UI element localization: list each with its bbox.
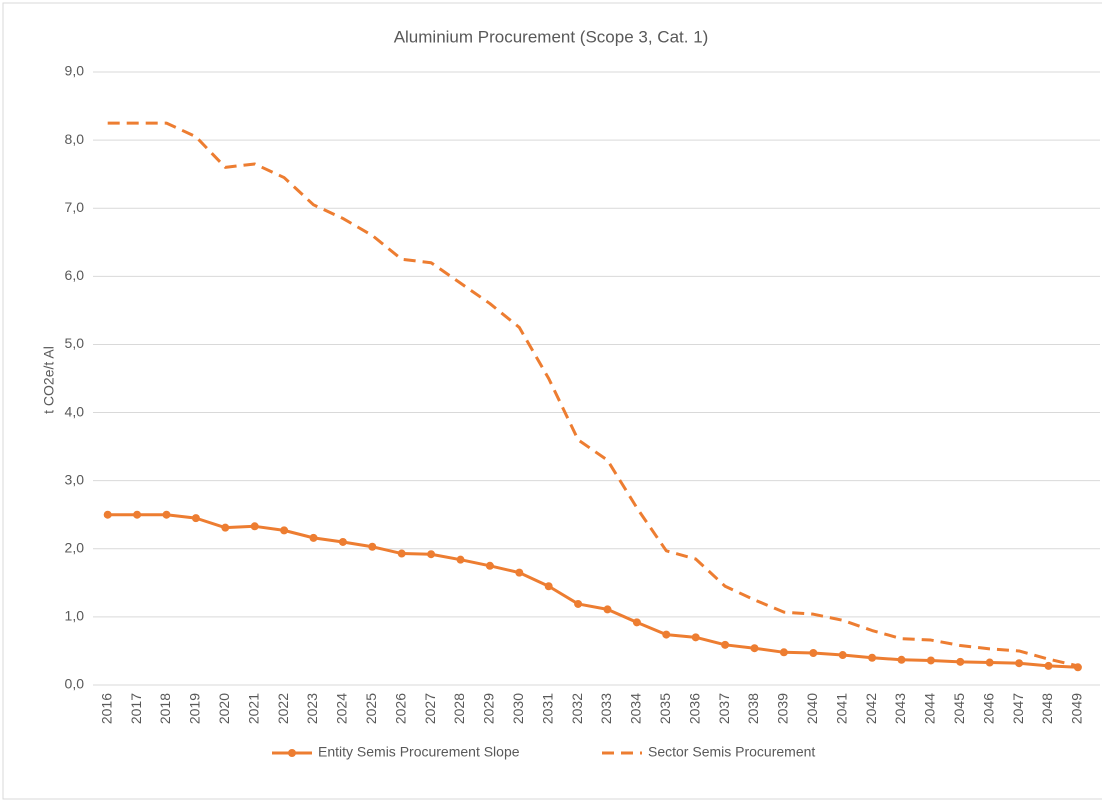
x-tick-label: 2046 — [980, 693, 996, 724]
point — [544, 582, 553, 591]
x-tick-label: 2039 — [775, 693, 791, 724]
point — [838, 651, 847, 660]
y-tick-label: 3,0 — [65, 471, 85, 487]
x-tick-label: 2023 — [304, 693, 320, 724]
legend-label: Sector Semis Procurement — [648, 744, 815, 760]
point — [1044, 661, 1053, 670]
y-tick-label: 6,0 — [65, 267, 85, 283]
x-tick-label: 2016 — [98, 693, 114, 724]
y-tick-label: 0,0 — [65, 676, 85, 692]
x-tick-label: 2020 — [216, 693, 232, 724]
x-tick-label: 2049 — [1069, 693, 1085, 724]
point — [280, 526, 289, 535]
point — [456, 555, 465, 564]
point — [221, 523, 230, 532]
point — [133, 510, 142, 519]
point — [662, 630, 671, 639]
chart-title: Aluminium Procurement (Scope 3, Cat. 1) — [394, 27, 709, 46]
x-tick-label: 2045 — [951, 693, 967, 724]
point — [721, 640, 730, 649]
x-tick-label: 2034 — [628, 693, 644, 724]
point — [427, 550, 436, 559]
x-tick-label: 2036 — [686, 693, 702, 724]
x-tick-label: 2035 — [657, 693, 673, 724]
legend-marker — [288, 749, 296, 757]
x-tick-label: 2043 — [892, 693, 908, 724]
point — [397, 549, 406, 558]
x-tick-label: 2019 — [187, 693, 203, 724]
x-tick-label: 2040 — [804, 693, 820, 724]
x-tick-label: 2033 — [598, 693, 614, 724]
point — [309, 533, 318, 542]
point — [632, 618, 641, 627]
x-tick-label: 2041 — [833, 693, 849, 724]
x-tick-label: 2027 — [422, 693, 438, 724]
x-tick-label: 2022 — [275, 693, 291, 724]
y-tick-label: 2,0 — [65, 539, 85, 555]
point — [603, 605, 612, 614]
series-line — [107, 513, 1078, 669]
point — [250, 522, 259, 531]
x-tick-label: 2032 — [569, 693, 585, 724]
x-tick-label: 2029 — [481, 693, 497, 724]
x-tick-label: 2024 — [334, 693, 350, 724]
x-tick-label: 2044 — [922, 693, 938, 724]
x-tick-label: 2026 — [392, 693, 408, 724]
y-tick-label: 5,0 — [65, 335, 85, 351]
point — [368, 542, 377, 551]
point — [691, 633, 700, 642]
point — [985, 658, 994, 667]
point — [750, 644, 759, 653]
point — [809, 648, 818, 657]
point — [1015, 659, 1024, 668]
x-tick-label: 2047 — [1010, 693, 1026, 724]
x-tick-label: 2042 — [863, 693, 879, 724]
x-tick-label: 2028 — [451, 693, 467, 724]
point — [515, 568, 524, 577]
point — [926, 656, 935, 665]
point — [897, 655, 906, 664]
x-tick-label: 2037 — [716, 693, 732, 724]
x-tick-label: 2038 — [745, 693, 761, 724]
point — [485, 561, 494, 570]
series-line — [107, 121, 1079, 668]
point — [574, 599, 583, 608]
point — [103, 510, 112, 519]
y-tick-label: 9,0 — [65, 63, 85, 79]
y-tick-label: 4,0 — [65, 403, 85, 419]
point — [868, 653, 877, 662]
y-tick-label: 7,0 — [65, 199, 85, 215]
y-tick-label: 1,0 — [65, 608, 85, 624]
point — [191, 514, 200, 523]
x-tick-label: 2021 — [245, 693, 261, 724]
x-tick-label: 2031 — [539, 693, 555, 724]
legend-label: Entity Semis Procurement Slope — [318, 744, 520, 760]
point — [956, 657, 965, 666]
x-tick-label: 2048 — [1039, 693, 1055, 724]
x-tick-label: 2030 — [510, 693, 526, 724]
x-tick-label: 2017 — [128, 693, 144, 724]
y-tick-label: 8,0 — [65, 131, 85, 147]
point — [162, 510, 171, 519]
x-tick-label: 2025 — [363, 693, 379, 724]
point — [779, 648, 788, 657]
x-tick-label: 2018 — [157, 693, 173, 724]
y-axis-label: t CO2e/t Al — [41, 346, 57, 414]
point — [338, 537, 347, 546]
